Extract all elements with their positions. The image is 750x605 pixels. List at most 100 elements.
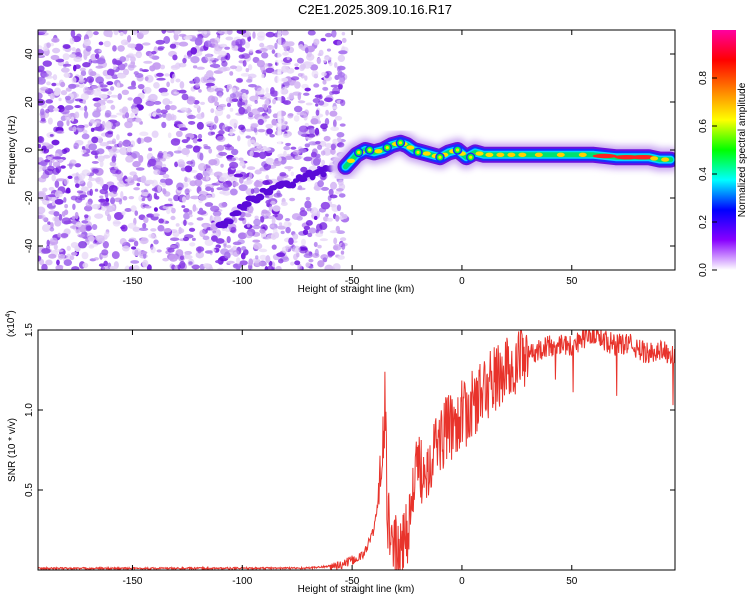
spectrogram-panel: -150 -100 -50 0 50 -40 -20 0 20 40 Height of str…	[7, 29, 676, 295]
noise-speckle	[310, 64, 319, 71]
snr-background	[38, 330, 675, 570]
noise-speckle	[195, 113, 205, 120]
noise-speckle	[63, 209, 69, 216]
noise-speckle	[53, 107, 60, 112]
noise-speckle	[179, 255, 185, 260]
noise-speckle	[85, 201, 92, 208]
noise-speckle	[188, 261, 193, 265]
noise-speckle	[217, 30, 227, 35]
noise-speckle	[144, 179, 155, 185]
noise-speckle	[109, 150, 114, 157]
noise-speckle	[245, 89, 249, 95]
noise-speckle	[319, 222, 328, 231]
noise-speckle	[98, 263, 105, 267]
y-tick-label: 40	[24, 48, 35, 60]
noise-speckle	[244, 213, 252, 218]
noise-speckle	[223, 66, 231, 72]
noise-speckle	[57, 232, 62, 238]
noise-speckle	[100, 201, 110, 207]
noise-speckle	[72, 203, 76, 210]
noise-speckle	[335, 215, 340, 222]
noise-speckle	[79, 107, 85, 111]
noise-speckle	[53, 244, 58, 250]
noise-speckle	[91, 136, 99, 144]
noise-speckle	[215, 259, 222, 264]
noise-speckle	[216, 135, 226, 142]
noise-speckle	[132, 160, 141, 168]
noise-speckle	[99, 178, 104, 187]
noise-speckle	[175, 242, 180, 249]
noise-speckle	[48, 186, 55, 191]
noise-speckle	[290, 76, 300, 81]
noise-speckle	[188, 120, 196, 125]
noise-speckle	[220, 163, 224, 168]
noise-speckle	[272, 160, 282, 167]
noise-speckle	[304, 47, 309, 54]
noise-speckle	[69, 159, 77, 165]
noise-speckle	[124, 121, 133, 129]
noise-speckle	[140, 250, 148, 255]
noise-speckle	[173, 194, 180, 202]
noise-speckle	[131, 80, 136, 88]
noise-speckle	[175, 130, 183, 138]
noise-speckle	[248, 258, 254, 266]
noise-speckle	[74, 105, 81, 109]
noise-speckle	[167, 132, 172, 139]
noise-speckle	[306, 207, 312, 212]
noise-speckle	[275, 265, 282, 270]
noise-speckle	[281, 30, 289, 36]
noise-speckle	[148, 93, 158, 102]
noise-speckle	[213, 171, 223, 178]
noise-speckle	[190, 55, 200, 64]
noise-speckle	[73, 64, 77, 72]
noise-speckle	[51, 82, 57, 87]
noise-speckle	[229, 188, 238, 196]
noise-speckle	[116, 112, 126, 116]
noise-speckle	[282, 57, 293, 63]
noise-speckle	[155, 39, 165, 45]
noise-speckle	[303, 113, 308, 121]
noise-speckle	[49, 237, 58, 242]
noise-speckle	[54, 249, 64, 253]
signal-knot-core	[469, 155, 473, 159]
noise-speckle	[139, 68, 143, 72]
noise-speckle	[137, 137, 142, 145]
noise-speckle	[112, 58, 118, 65]
signal-hotspot	[475, 151, 484, 156]
noise-speckle	[86, 180, 93, 189]
noise-speckle	[246, 222, 251, 228]
noise-speckle	[52, 167, 60, 175]
noise-speckle	[124, 265, 131, 270]
noise-speckle	[132, 226, 141, 232]
noise-speckle	[63, 72, 71, 78]
noise-speckle	[179, 81, 185, 89]
noise-speckle	[160, 166, 169, 173]
noise-speckle	[340, 250, 345, 255]
noise-speckle	[82, 62, 91, 68]
noise-speckle	[56, 259, 60, 266]
noise-speckle	[256, 31, 266, 38]
noise-speckle	[81, 220, 89, 224]
noise-speckle	[300, 63, 306, 70]
noise-speckle	[56, 120, 64, 128]
noise-speckle	[117, 93, 122, 100]
noise-speckle	[262, 146, 269, 152]
signal-hotspot	[631, 155, 656, 160]
noise-speckle	[334, 61, 338, 69]
noise-speckle	[192, 145, 201, 153]
noise-speckle	[151, 50, 157, 55]
noise-speckle	[153, 169, 161, 176]
noise-speckle	[174, 42, 181, 45]
noise-speckle	[258, 151, 267, 159]
noise-speckle	[195, 83, 200, 88]
noise-speckle	[241, 246, 247, 251]
noise-speckle	[322, 79, 327, 85]
noise-speckle	[109, 86, 115, 91]
noise-speckle	[165, 206, 171, 215]
noise-speckle	[91, 203, 101, 210]
noise-speckle	[135, 167, 145, 171]
noise-speckle	[292, 245, 301, 253]
noise-speckle	[40, 108, 45, 116]
noise-speckle	[50, 54, 60, 61]
noise-speckle	[141, 197, 146, 202]
